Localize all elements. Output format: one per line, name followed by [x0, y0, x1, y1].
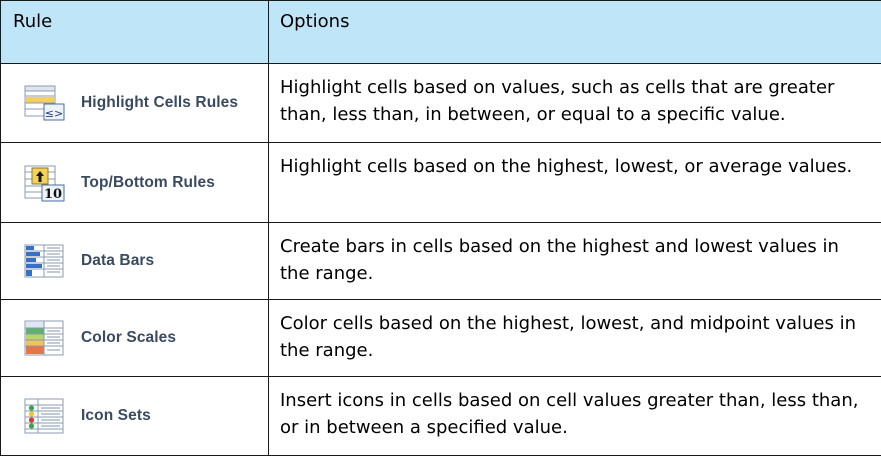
table-row: ≤> Highlight Cells Rules Highlight cells… — [0, 63, 881, 143]
option-cell: Highlight cells based on values, such as… — [268, 63, 881, 143]
icon-sets-icon — [24, 398, 64, 434]
options-column-header: Options — [268, 0, 881, 64]
table-row: Color Scales Color cells based on the hi… — [0, 299, 881, 377]
rule-cell: Color Scales — [0, 299, 269, 377]
svg-text:10: 10 — [44, 187, 62, 202]
rule-cell: Data Bars — [0, 222, 269, 300]
option-description: Highlight cells based on the highest, lo… — [280, 156, 853, 177]
option-cell: Color cells based on the highest, lowest… — [268, 299, 881, 377]
rule-label-color-scales: Color Scales — [81, 329, 177, 346]
rule-label-icon-sets: Icon Sets — [81, 407, 151, 424]
rule-label-data-bars: Data Bars — [81, 252, 155, 269]
data-bars-icon — [24, 244, 64, 278]
color-scales-icon — [24, 320, 64, 356]
svg-text:≤>: ≤> — [45, 107, 63, 120]
rule-column-header: Rule — [0, 0, 269, 64]
option-description: Color cells based on the highest, lowest… — [280, 313, 856, 361]
rule-label-highlight-cells-rules: Highlight Cells Rules — [81, 94, 239, 111]
top-bottom-rules-icon: 10 — [24, 165, 65, 202]
option-description: Create bars in cells based on the highes… — [280, 236, 839, 284]
table-header-row: Rule Options — [0, 0, 881, 64]
table-row: Data Bars Create bars in cells based on … — [0, 222, 881, 300]
table-row: 10 Top/Bottom Rules Highlight cells base… — [0, 142, 881, 223]
option-cell: Insert icons in cells based on cell valu… — [268, 376, 881, 456]
rule-cell: 10 Top/Bottom Rules — [0, 142, 269, 223]
option-description: Highlight cells based on values, such as… — [280, 77, 835, 125]
option-description: Insert icons in cells based on cell valu… — [280, 390, 859, 438]
rule-cell: Icon Sets — [0, 376, 269, 456]
table-row: Icon Sets Insert icons in cells based on… — [0, 376, 881, 456]
rule-label-top-bottom-rules: Top/Bottom Rules — [81, 173, 215, 191]
option-cell: Highlight cells based on the highest, lo… — [268, 142, 881, 223]
option-cell: Create bars in cells based on the highes… — [268, 222, 881, 300]
rule-cell: ≤> Highlight Cells Rules — [0, 63, 269, 143]
rule-header-text: Rule — [13, 11, 53, 32]
highlight-cells-rules-icon: ≤> — [24, 85, 65, 121]
options-header-text: Options — [280, 11, 350, 32]
